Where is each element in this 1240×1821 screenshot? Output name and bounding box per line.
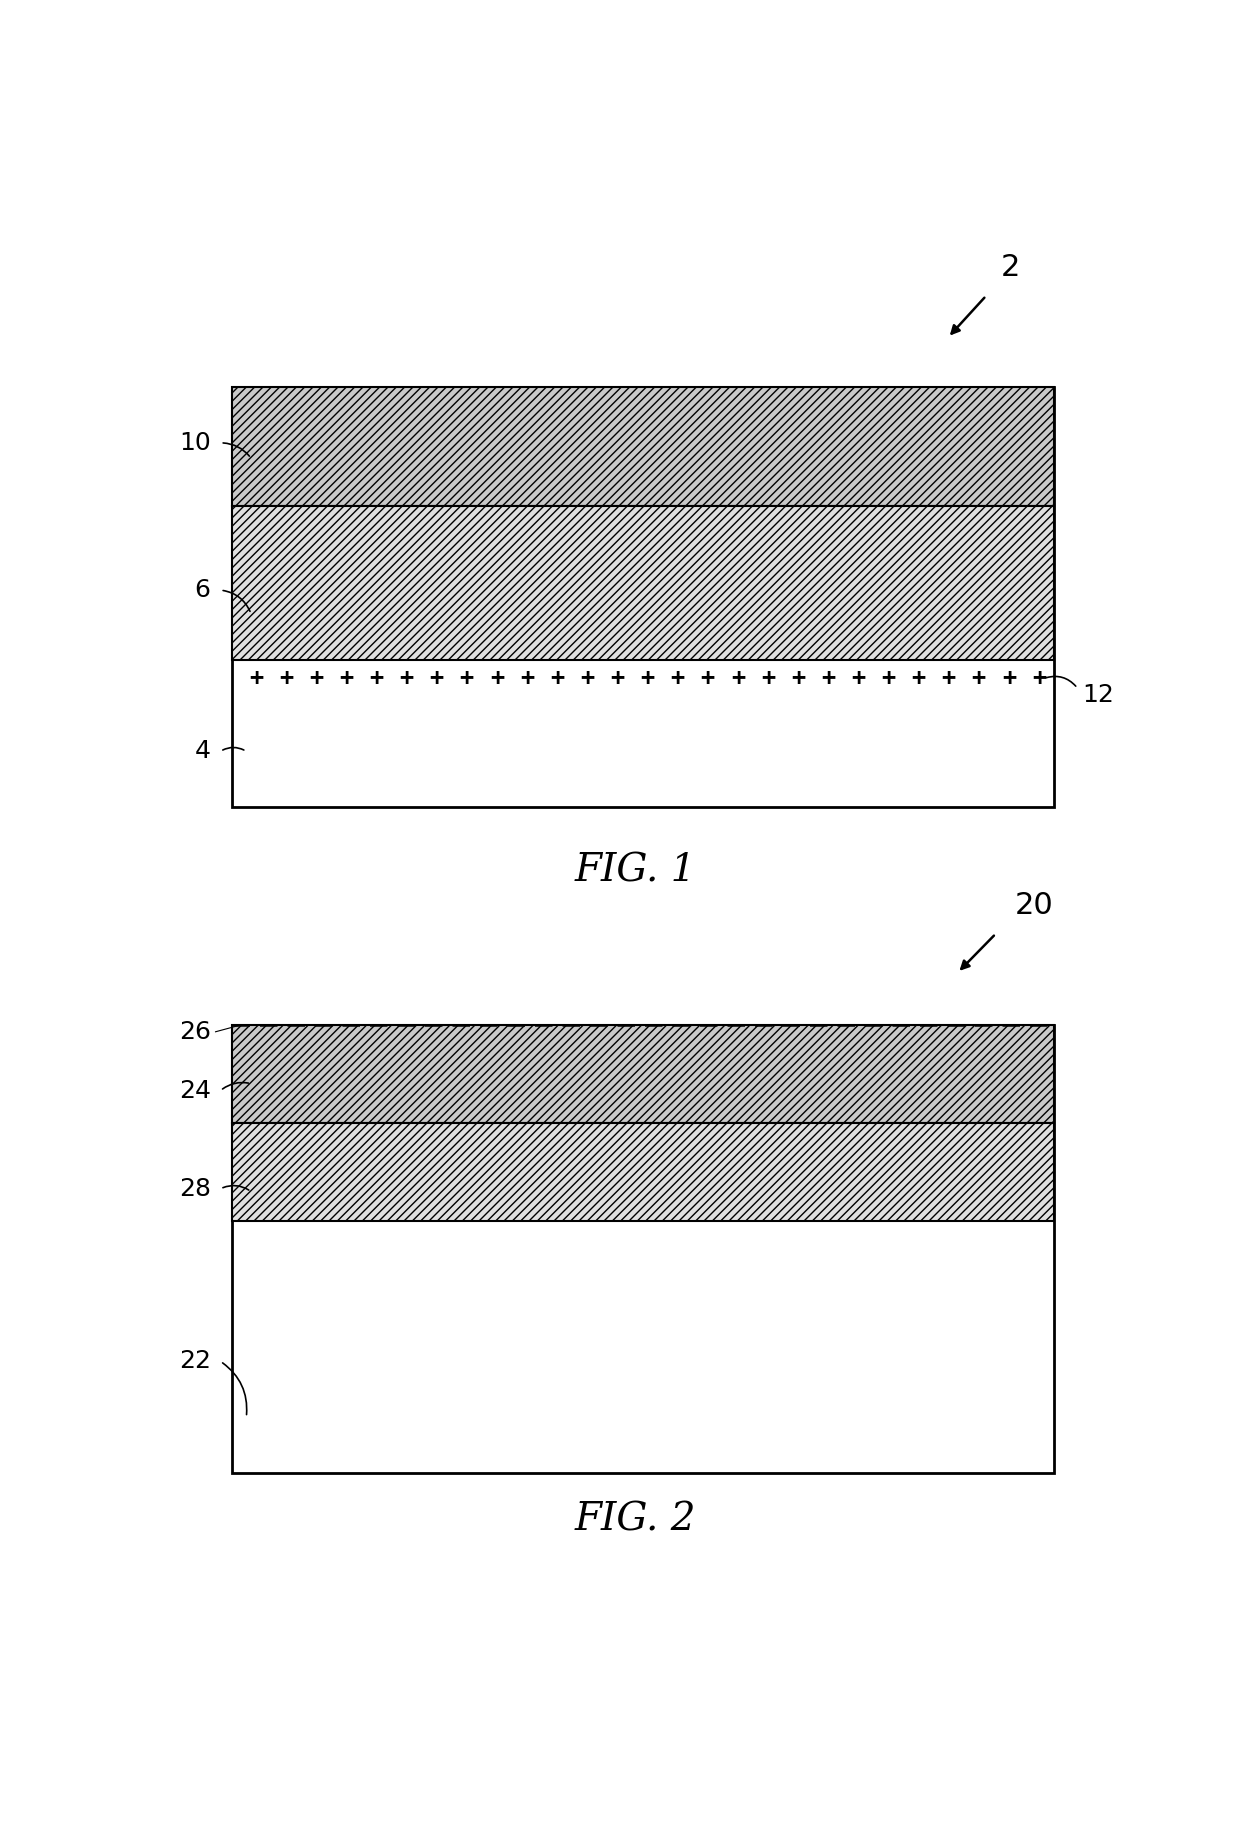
- Text: +: +: [882, 666, 895, 690]
- Text: +: +: [791, 666, 805, 690]
- Text: +: +: [249, 666, 263, 690]
- Text: 20: 20: [1016, 890, 1054, 920]
- Text: +: +: [610, 666, 625, 690]
- Text: +: +: [580, 666, 594, 690]
- Text: +: +: [761, 666, 775, 690]
- Text: +: +: [941, 666, 956, 690]
- Text: +: +: [730, 666, 745, 690]
- Text: FIG. 1: FIG. 1: [575, 852, 696, 889]
- Bar: [232, 1124, 1054, 1222]
- Text: +: +: [490, 666, 503, 690]
- Text: 28: 28: [179, 1176, 211, 1200]
- Text: +: +: [429, 666, 444, 690]
- Text: 6: 6: [195, 577, 211, 603]
- Bar: [232, 386, 1054, 807]
- Text: 4: 4: [195, 739, 211, 763]
- Text: +: +: [851, 666, 866, 690]
- Text: +: +: [340, 666, 353, 690]
- Text: +: +: [640, 666, 655, 690]
- Text: 24: 24: [179, 1078, 211, 1104]
- Text: +: +: [821, 666, 836, 690]
- Text: 22: 22: [179, 1349, 211, 1373]
- Bar: [232, 386, 1054, 506]
- Text: 12: 12: [1083, 683, 1115, 707]
- Bar: [232, 506, 1054, 661]
- Bar: [232, 1025, 1054, 1124]
- Text: +: +: [1002, 666, 1016, 690]
- Text: +: +: [671, 666, 684, 690]
- Text: +: +: [309, 666, 324, 690]
- Text: 26: 26: [179, 1020, 211, 1043]
- Text: FIG. 2: FIG. 2: [575, 1501, 696, 1539]
- Text: +: +: [701, 666, 715, 690]
- Text: 10: 10: [179, 432, 211, 455]
- Text: +: +: [279, 666, 293, 690]
- Text: +: +: [1032, 666, 1047, 690]
- Text: +: +: [370, 666, 383, 690]
- Text: +: +: [460, 666, 474, 690]
- Text: 2: 2: [1001, 253, 1021, 282]
- Bar: [232, 1025, 1054, 1473]
- Text: +: +: [399, 666, 414, 690]
- Text: +: +: [972, 666, 986, 690]
- Text: +: +: [520, 666, 534, 690]
- Text: +: +: [911, 666, 926, 690]
- Text: +: +: [551, 666, 564, 690]
